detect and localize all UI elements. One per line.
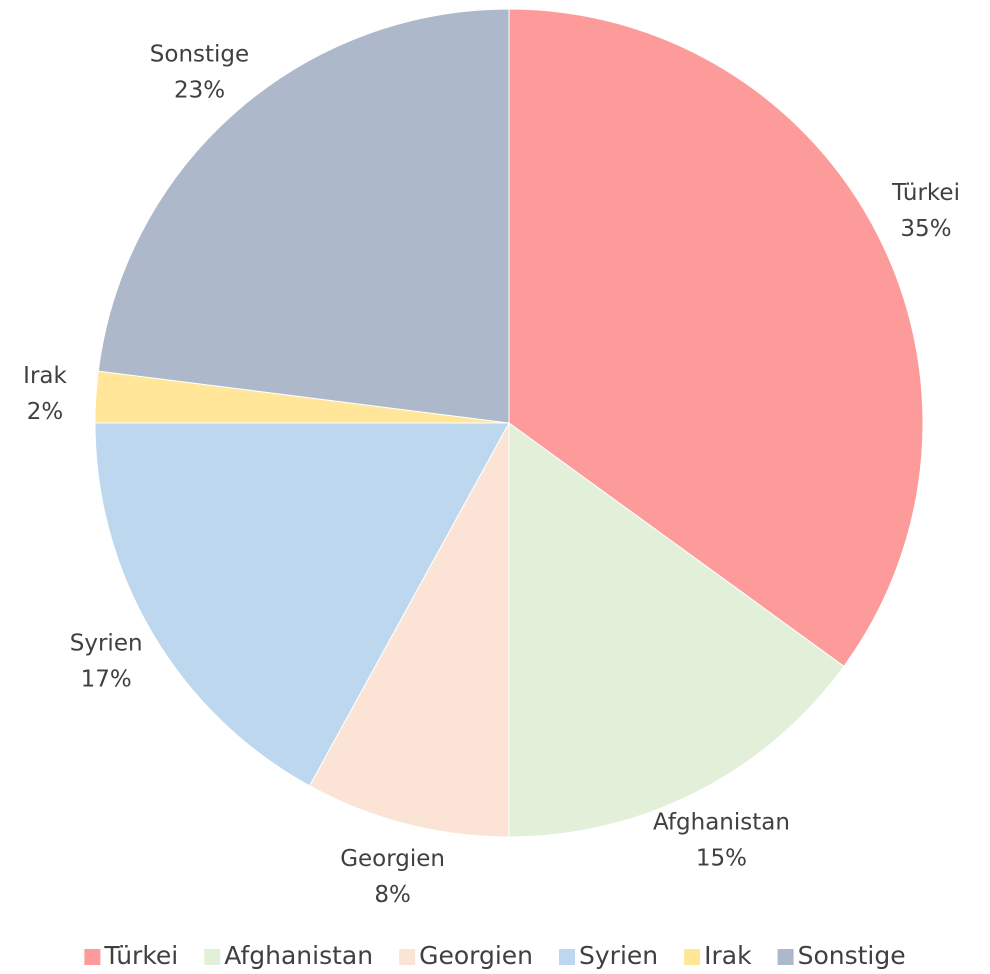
legend-label: Afghanistan bbox=[224, 941, 373, 970]
slice-value-label: 15% bbox=[696, 845, 747, 871]
legend-swatch bbox=[684, 949, 701, 965]
slice-label: Irak bbox=[23, 363, 67, 389]
pie-slice bbox=[508, 8, 924, 668]
legend-swatch bbox=[399, 949, 416, 965]
slice-label: Türkei bbox=[891, 180, 960, 206]
pie-slice bbox=[97, 8, 510, 424]
legend-label: Irak bbox=[704, 941, 752, 970]
slice-value-label: 23% bbox=[174, 77, 225, 103]
slice-label: Afghanistan bbox=[653, 809, 790, 835]
legend-label: Sonstige bbox=[798, 941, 906, 970]
slice-value-label: 17% bbox=[81, 667, 132, 693]
legend-swatch bbox=[559, 949, 576, 965]
pie-slice bbox=[508, 422, 845, 838]
slice-value-label: 35% bbox=[900, 216, 951, 242]
slice-label: Georgien bbox=[340, 846, 445, 872]
legend-swatch bbox=[204, 949, 221, 965]
slice-label: Syrien bbox=[70, 631, 143, 657]
legend: Türkei Afghanistan Georgien Syrien Irak Sonst… bbox=[84, 941, 906, 970]
pie-slice bbox=[308, 422, 510, 838]
slice-value-label: 2% bbox=[27, 399, 64, 425]
legend-label: Syrien bbox=[579, 941, 658, 970]
legend-swatch bbox=[777, 949, 794, 965]
slice-value-label: 8% bbox=[374, 882, 411, 908]
legend-swatch bbox=[84, 949, 101, 965]
slice-label: Sonstige bbox=[150, 41, 249, 67]
legend-label: Türkei bbox=[103, 941, 178, 970]
legend-label: Georgien bbox=[419, 941, 533, 970]
pie-slice bbox=[94, 422, 510, 787]
